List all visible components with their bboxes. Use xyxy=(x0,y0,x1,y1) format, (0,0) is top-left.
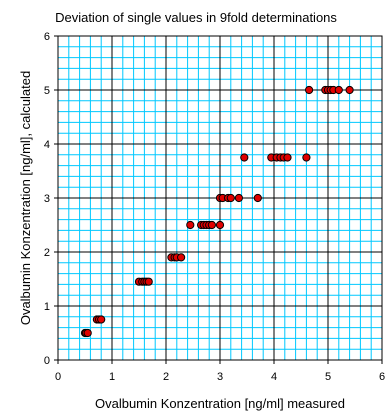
data-point xyxy=(97,315,106,324)
data-point xyxy=(302,153,311,162)
data-point xyxy=(144,277,153,286)
x-tick-label: 5 xyxy=(325,371,331,383)
data-point xyxy=(177,253,186,262)
data-point xyxy=(253,193,262,203)
x-tick-label: 6 xyxy=(379,371,385,383)
y-tick-label: 3 xyxy=(44,193,50,205)
x-tick-label: 4 xyxy=(271,371,277,383)
x-tick-label: 0 xyxy=(55,371,61,383)
y-tick-label: 2 xyxy=(44,247,50,259)
data-points xyxy=(80,85,354,338)
data-point xyxy=(234,193,243,203)
data-point xyxy=(186,220,195,230)
data-point xyxy=(283,153,292,162)
x-axis-label: Ovalbumin Konzentration [ng/ml] measured xyxy=(95,396,345,411)
chart-title: Deviation of single values in 9fold dete… xyxy=(55,10,337,25)
x-tick-label: 3 xyxy=(217,371,223,383)
y-axis-ticks: 0 1 2 3 4 5 6 xyxy=(44,31,58,367)
x-tick-label: 2 xyxy=(163,371,169,383)
y-tick-label: 1 xyxy=(44,301,50,313)
data-point xyxy=(334,85,343,95)
data-point xyxy=(83,328,92,338)
y-tick-label: 0 xyxy=(44,355,50,367)
x-axis-ticks: 0 1 2 3 4 5 6 xyxy=(55,360,385,383)
y-axis-label: Ovalbumin Konzentration [ng/ml], calcula… xyxy=(18,71,33,325)
data-point xyxy=(305,85,314,95)
data-point xyxy=(207,220,216,230)
y-tick-label: 5 xyxy=(44,85,50,97)
data-point xyxy=(240,153,249,162)
y-tick-label: 4 xyxy=(44,139,50,151)
x-tick-label: 1 xyxy=(109,371,115,383)
y-tick-label: 6 xyxy=(44,31,50,43)
data-point xyxy=(215,220,225,230)
data-point xyxy=(226,193,235,203)
data-point xyxy=(345,85,354,95)
